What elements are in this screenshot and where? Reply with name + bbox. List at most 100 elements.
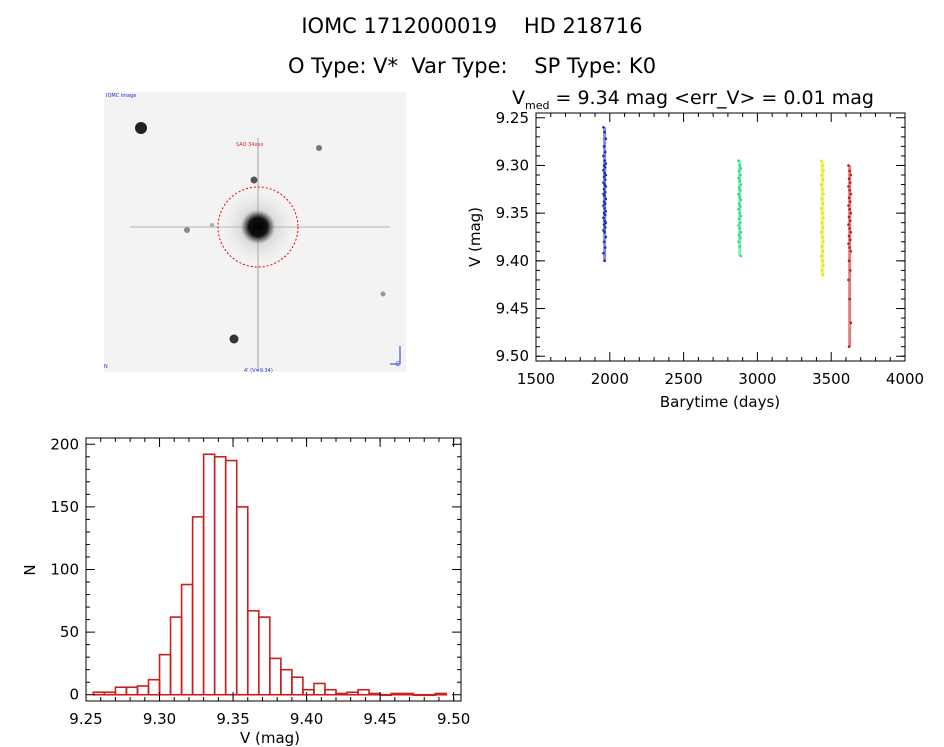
light-curve-point xyxy=(604,137,608,141)
light-curve-point xyxy=(604,209,608,213)
histogram-bar xyxy=(412,693,426,697)
light-curve-point xyxy=(603,246,607,249)
light-curve-point xyxy=(847,242,850,245)
light-curve-point xyxy=(738,221,742,224)
light-curve-xlabel: Barytime (days) xyxy=(660,393,780,411)
light-curve-series-0 xyxy=(602,126,608,263)
light-curve-xtick-label: 3500 xyxy=(812,370,850,388)
field-star xyxy=(250,176,258,184)
light-curve-point xyxy=(603,226,607,229)
light-curve-point xyxy=(738,227,741,230)
field-star xyxy=(135,122,147,134)
light-curve-xtick-label: 1500 xyxy=(517,370,555,388)
light-curve-point xyxy=(737,169,741,173)
light-curve-point xyxy=(603,230,606,234)
light-curve-point xyxy=(820,269,824,272)
light-curve-point xyxy=(739,183,743,186)
light-curve-point xyxy=(602,145,606,148)
light-curve-point xyxy=(602,126,605,129)
light-curve-xtick-label: 3000 xyxy=(738,370,776,388)
light-curve-point xyxy=(848,269,852,272)
light-curve-point xyxy=(602,216,605,220)
light-curve-point xyxy=(602,188,606,191)
histogram-bar xyxy=(125,686,139,696)
histogram-bar xyxy=(390,692,403,696)
light-curve-point xyxy=(603,171,606,175)
light-curve-point xyxy=(822,264,825,267)
light-curve-point xyxy=(738,211,741,215)
light-curve-point xyxy=(849,321,853,325)
light-curve-point xyxy=(603,219,606,223)
histogram-bar xyxy=(202,453,216,696)
histogram-xtick-label: 9.25 xyxy=(69,710,102,728)
light-curve-point xyxy=(849,192,853,196)
light-curve-point xyxy=(847,223,850,226)
light-curve-point xyxy=(848,238,852,242)
light-curve-point xyxy=(847,196,851,200)
light-curve-point xyxy=(848,169,851,173)
light-curve-point xyxy=(604,197,608,201)
light-curve-point xyxy=(737,224,740,227)
light-curve-point xyxy=(602,154,605,158)
light-curve-point xyxy=(820,245,824,248)
light-curve-point xyxy=(739,167,743,170)
light-curve-point xyxy=(820,173,824,177)
light-curve-point xyxy=(821,211,824,215)
light-curve-point xyxy=(822,192,825,196)
light-curve-point xyxy=(822,240,825,244)
light-curve-point xyxy=(849,211,853,215)
light-curve-point xyxy=(604,235,608,239)
light-curve-point xyxy=(848,246,851,249)
light-curve-xtick-label: 2000 xyxy=(591,370,629,388)
histogram-ytick-label: 50 xyxy=(60,623,79,641)
histogram-bar xyxy=(147,678,161,696)
light-curve-plot-frame xyxy=(535,112,906,362)
light-curve-point xyxy=(738,195,741,199)
light-curve-point xyxy=(603,178,607,182)
light-curve-series-2 xyxy=(819,159,825,277)
sky-label-bottom-left: N xyxy=(104,364,108,370)
histogram-xtick-label: 9.45 xyxy=(363,710,396,728)
light-curve-point xyxy=(738,173,742,177)
histogram-ytick-label: 200 xyxy=(50,435,79,453)
histogram-bar xyxy=(269,657,282,696)
histogram-bar xyxy=(158,653,172,696)
histogram-xtick-label: 9.35 xyxy=(216,710,249,728)
light-curve-point xyxy=(739,214,743,218)
histogram-bar xyxy=(379,693,392,697)
light-curve-point xyxy=(603,166,607,169)
light-curve-point xyxy=(847,185,850,188)
light-curve-point xyxy=(848,200,852,204)
light-curve-point xyxy=(847,215,851,219)
light-curve-point xyxy=(604,173,608,177)
histogram-bar xyxy=(136,685,150,696)
light-curve-point xyxy=(602,229,605,232)
histogram-bar xyxy=(368,692,381,696)
light-curve-point xyxy=(737,202,741,205)
histogram-bar xyxy=(357,688,370,696)
light-curve-point xyxy=(737,233,741,237)
light-curve-point xyxy=(849,230,853,234)
light-curve-point xyxy=(849,250,853,253)
light-curve-point xyxy=(738,245,741,248)
light-curve-point xyxy=(604,221,608,224)
histogram-ytick-label: 150 xyxy=(50,498,79,516)
light-curve-point xyxy=(603,159,606,162)
field-star xyxy=(210,223,214,227)
light-curve-point xyxy=(847,204,850,207)
light-curve-point xyxy=(603,213,607,217)
light-curve-point xyxy=(821,235,824,239)
light-curve-chart: Vmed = 9.34 mag <err_V> = 0.01 mag 1500 2… xyxy=(466,87,924,411)
light-curve-point xyxy=(602,211,606,215)
light-curve-point xyxy=(819,183,823,186)
light-curve-ytick-label: 9.35 xyxy=(496,204,529,222)
light-curve-point xyxy=(847,177,851,181)
histogram-bar xyxy=(335,692,348,696)
light-curve-point xyxy=(822,168,825,172)
light-curve-ytick-label: 9.50 xyxy=(496,347,529,365)
target-aperture-circle xyxy=(217,186,299,268)
histogram-xlabel: V (mag) xyxy=(240,729,300,747)
light-curve-point xyxy=(604,185,608,188)
light-curve-point xyxy=(602,175,606,179)
light-curve-point xyxy=(848,297,851,301)
